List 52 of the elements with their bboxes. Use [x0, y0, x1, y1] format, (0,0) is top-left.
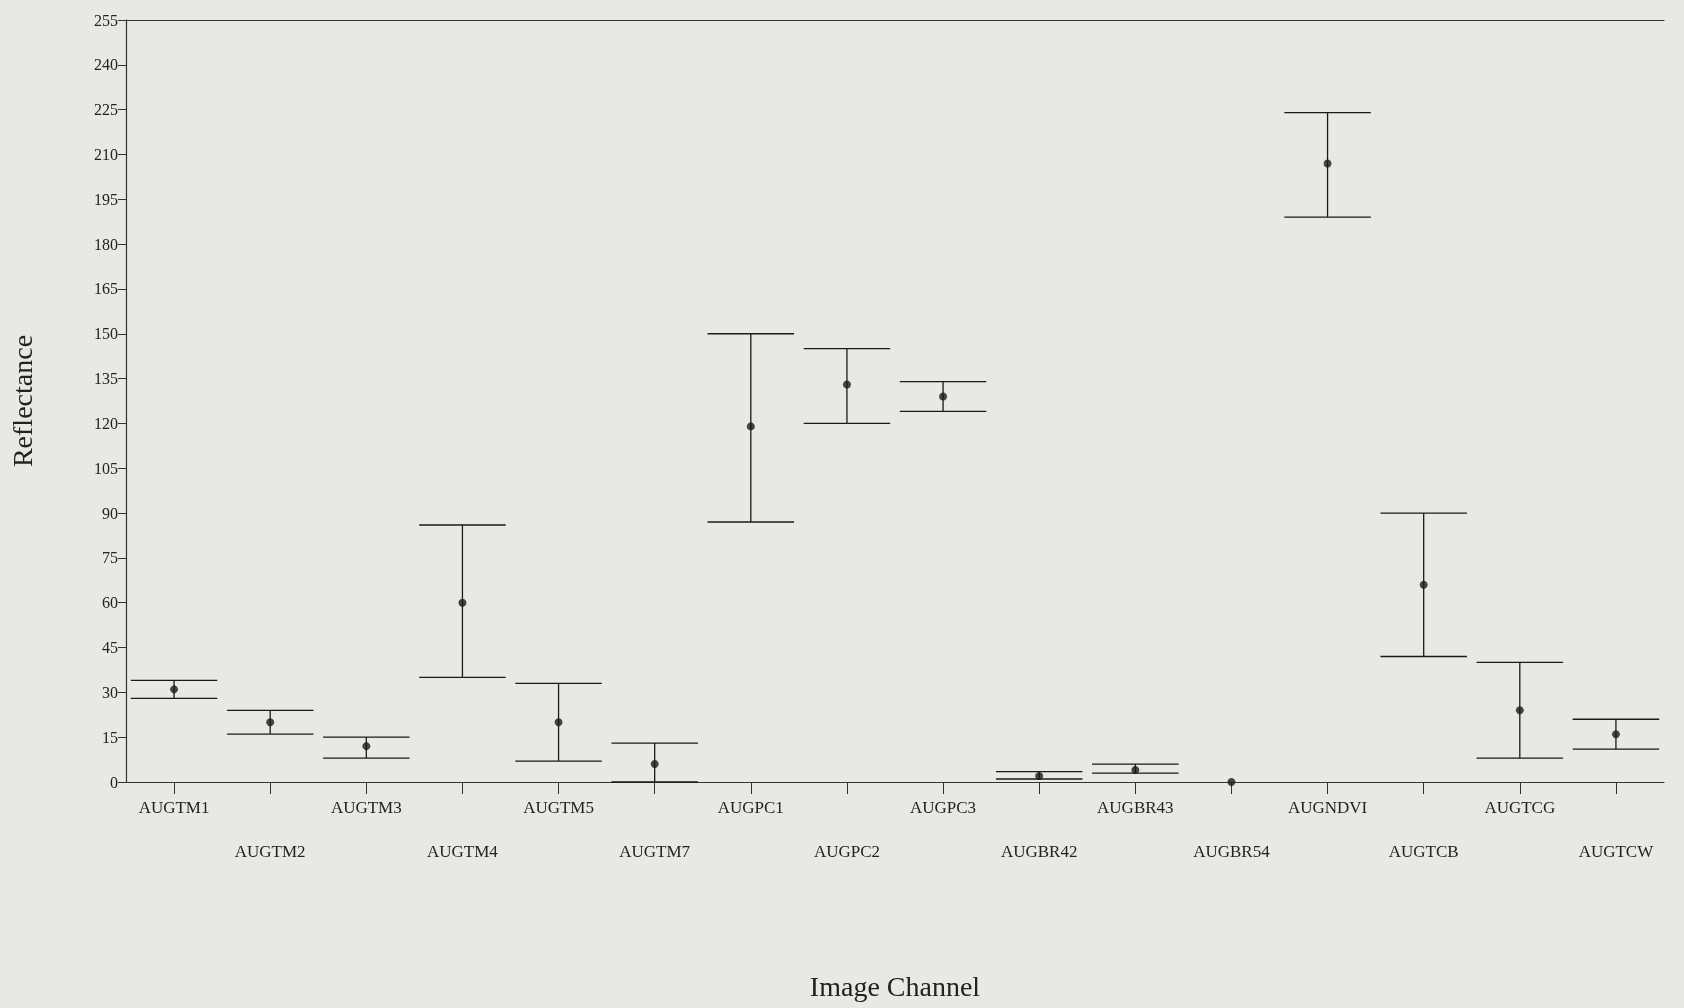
- point: [1515, 706, 1524, 715]
- y-tick-label: 105: [94, 459, 118, 477]
- y-tick-label: 45: [102, 639, 118, 657]
- y-axis-title: Reflectance: [6, 334, 38, 468]
- x-tick-label: AUGBR42: [1000, 841, 1078, 861]
- x-tick-label: AUGTM2: [234, 841, 306, 861]
- x-tick-label: AUGBR43: [1097, 797, 1174, 817]
- x-tick-label: AUGTCW: [1578, 841, 1655, 861]
- x-tick-label: AUGTM5: [523, 797, 594, 817]
- y-tick-label: 255: [94, 11, 118, 29]
- x-tick-label: AUGPC2: [813, 841, 880, 861]
- y-tick-label: 30: [102, 683, 118, 701]
- point: [170, 685, 179, 694]
- x-tick-label: AUGPC3: [910, 797, 977, 817]
- y-tick-label: 165: [94, 280, 118, 298]
- point: [554, 718, 563, 727]
- point: [746, 422, 755, 431]
- point: [266, 718, 275, 727]
- y-tick-label: 210: [94, 145, 118, 163]
- y-tick-label: 60: [102, 594, 118, 612]
- point: [1035, 772, 1044, 781]
- point: [1611, 730, 1620, 739]
- y-tick-label: 240: [94, 56, 118, 74]
- x-tick-label: AUGTM1: [138, 797, 210, 817]
- y-tick-label: 180: [94, 235, 118, 253]
- x-tick-label: AUGTM7: [619, 841, 691, 861]
- y-tick-label: 225: [94, 101, 118, 119]
- point: [1323, 159, 1332, 168]
- point: [939, 392, 948, 401]
- x-tick-label: AUGTCG: [1484, 797, 1556, 817]
- x-tick-label: AUGBR54: [1193, 841, 1271, 861]
- point: [362, 742, 371, 751]
- point: [650, 760, 659, 769]
- point: [1131, 766, 1140, 775]
- x-tick-label: AUGTM4: [427, 841, 499, 861]
- x-tick-label: AUGPC1: [717, 797, 784, 817]
- y-tick-label: 0: [110, 773, 118, 791]
- y-tick-label: 135: [94, 370, 118, 388]
- x-tick-label: AUGNDVI: [1287, 797, 1368, 817]
- y-tick-label: 150: [94, 325, 118, 343]
- y-tick-label: 75: [102, 549, 118, 567]
- x-tick-label: AUGTM3: [330, 797, 402, 817]
- point: [458, 598, 467, 607]
- point: [1227, 778, 1236, 786]
- y-tick-label: 15: [102, 728, 118, 746]
- point: [842, 380, 851, 389]
- y-tick-label: 90: [102, 504, 118, 522]
- y-tick-label: 120: [94, 414, 118, 432]
- x-tick-label: AUGTCB: [1388, 841, 1459, 861]
- x-axis-title: Image Channel: [809, 970, 981, 1002]
- y-tick-label: 195: [94, 190, 118, 208]
- point: [1419, 580, 1428, 589]
